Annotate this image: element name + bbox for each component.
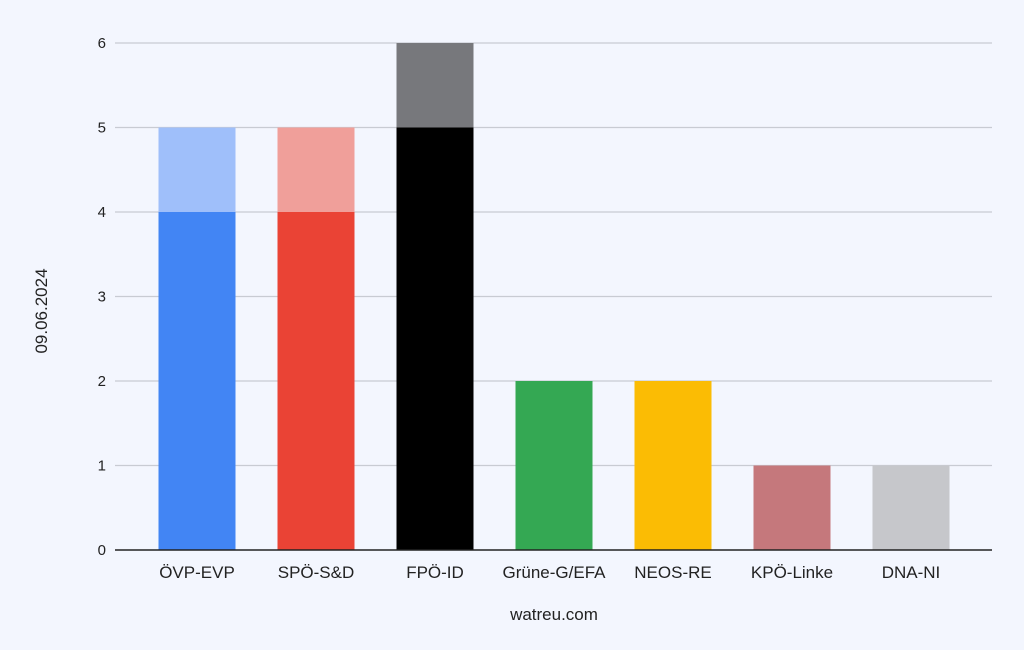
- y-tick-label: 4: [98, 204, 106, 221]
- x-tick-label: Grüne-G/EFA: [503, 563, 607, 582]
- bar-segment: [396, 43, 474, 128]
- y-tick-label: 6: [98, 35, 106, 52]
- bar-segment: [158, 212, 236, 550]
- bar-segment: [158, 127, 236, 212]
- x-tick-label: DNA-NI: [882, 563, 941, 582]
- y-axis-title: 09.06.2024: [32, 268, 51, 353]
- x-tick-label: SPÖ-S&D: [278, 563, 355, 582]
- x-tick-label: ÖVP-EVP: [159, 563, 235, 582]
- bar-segment: [277, 212, 355, 550]
- bar-segment: [277, 127, 355, 212]
- bar-segment: [753, 465, 831, 550]
- y-axis-ticks: 0 1 2 3 4 5 6: [98, 35, 106, 559]
- x-tick-label: KPÖ-Linke: [751, 563, 833, 582]
- bar-segment: [396, 127, 474, 550]
- bar-segment: [515, 381, 593, 550]
- y-tick-label: 1: [98, 458, 106, 475]
- y-tick-label: 3: [98, 289, 106, 306]
- y-tick-label: 2: [98, 373, 106, 390]
- x-tick-label: FPÖ-ID: [406, 563, 464, 582]
- x-tick-label: NEOS-RE: [634, 563, 711, 582]
- x-axis-title: watreu.com: [509, 605, 598, 624]
- bars: [158, 43, 950, 550]
- y-tick-label: 5: [98, 120, 106, 137]
- x-axis-ticks: ÖVP-EVP SPÖ-S&D FPÖ-ID Grüne-G/EFA NEOS-RE KP…: [159, 563, 940, 582]
- bar-segment: [634, 381, 712, 550]
- gridlines: [115, 42, 992, 467]
- y-tick-label: 0: [98, 542, 106, 559]
- bar-segment: [872, 465, 950, 550]
